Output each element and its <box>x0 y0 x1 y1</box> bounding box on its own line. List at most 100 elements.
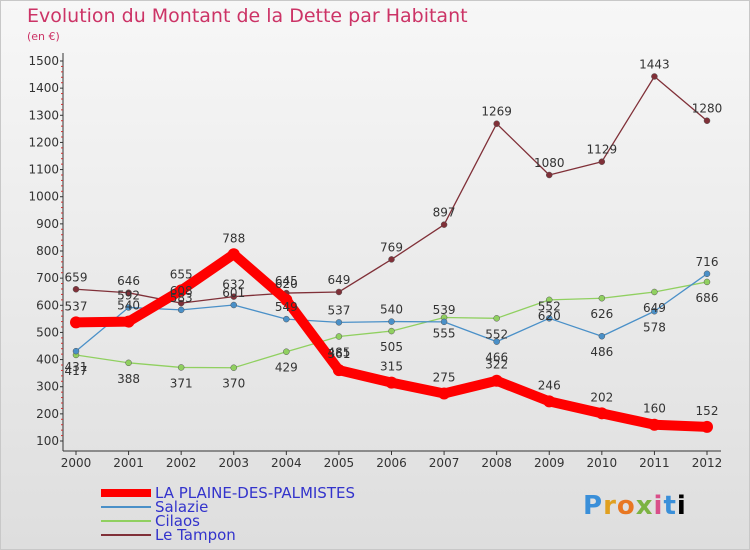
data-point <box>543 395 556 408</box>
x-tick-label: 2011 <box>639 456 670 470</box>
data-point <box>598 294 606 302</box>
data-label: 1080 <box>534 156 565 170</box>
data-label: 152 <box>696 404 719 418</box>
data-label: 716 <box>696 255 719 269</box>
x-tick-label: 2000 <box>61 456 92 470</box>
y-tick-label: 1500 <box>28 54 59 68</box>
data-label: 485 <box>327 346 350 360</box>
x-tick-label: 2005 <box>324 456 355 470</box>
chart-title: Evolution du Montant de la Dette par Hab… <box>27 5 468 27</box>
y-tick-label: 1000 <box>28 190 59 204</box>
data-label: 1443 <box>639 57 670 71</box>
data-label: 429 <box>275 361 298 375</box>
data-point <box>490 374 503 387</box>
legend-label: LA PLAINE-DES-PALMISTES <box>155 484 355 502</box>
data-label: 315 <box>380 360 403 374</box>
data-label: 417 <box>65 364 88 378</box>
data-label: 537 <box>65 299 88 313</box>
data-label: 539 <box>433 303 456 317</box>
data-label: 659 <box>65 270 88 284</box>
data-label: 592 <box>117 288 140 302</box>
data-point <box>493 120 500 127</box>
data-point <box>175 284 188 297</box>
x-tick-label: 2007 <box>429 456 460 470</box>
y-tick-label: 200 <box>36 407 59 421</box>
data-label: 537 <box>327 303 350 317</box>
data-point <box>335 288 343 296</box>
data-point <box>283 348 290 355</box>
data-point <box>701 420 713 433</box>
data-point <box>388 327 395 335</box>
legend-swatch <box>101 534 151 536</box>
data-label: 649 <box>643 301 666 315</box>
data-point <box>227 248 240 261</box>
data-label: 466 <box>485 351 508 365</box>
data-point <box>70 316 82 329</box>
data-label: 361 <box>327 347 350 361</box>
data-label: 246 <box>538 378 561 392</box>
x-tick-label: 2008 <box>481 456 512 470</box>
data-label: 1129 <box>587 143 618 157</box>
y-tick-label: 300 <box>36 380 59 394</box>
data-point <box>651 288 658 296</box>
data-label: 788 <box>222 231 245 245</box>
data-label: 649 <box>327 273 350 287</box>
data-label: 583 <box>170 291 193 305</box>
y-tick-label: 100 <box>36 434 59 448</box>
x-tick-label: 2003 <box>218 456 249 470</box>
data-label: 646 <box>117 274 140 288</box>
y-tick-label: 900 <box>36 217 59 231</box>
x-tick-label: 2012 <box>692 456 723 470</box>
data-point <box>177 364 185 371</box>
data-label: 370 <box>222 377 245 391</box>
data-point <box>122 315 135 328</box>
y-tick-label: 600 <box>36 298 59 312</box>
data-point <box>230 301 237 309</box>
data-point <box>230 293 237 300</box>
data-point <box>177 306 185 314</box>
data-point <box>546 315 553 322</box>
data-point <box>72 347 80 355</box>
data-point <box>72 286 80 293</box>
y-tick-label: 1400 <box>28 81 59 95</box>
data-point <box>440 221 448 228</box>
y-tick-label: 1200 <box>28 135 59 149</box>
data-label: 552 <box>538 299 561 313</box>
y-tick-label: 800 <box>36 244 59 258</box>
data-point <box>385 376 398 389</box>
y-tick-label: 1300 <box>28 108 59 122</box>
data-label: 555 <box>433 327 456 341</box>
data-label: 578 <box>643 320 666 334</box>
x-tick-label: 2002 <box>166 456 197 470</box>
data-label: 769 <box>380 240 403 254</box>
data-point <box>648 418 661 431</box>
data-label: 388 <box>117 372 140 386</box>
data-point <box>388 256 395 263</box>
data-label: 549 <box>275 300 298 314</box>
data-point <box>332 364 345 377</box>
data-label: 645 <box>275 274 298 288</box>
legend-swatch <box>101 489 151 497</box>
legend-swatch <box>101 520 151 522</box>
legend-swatch <box>101 506 151 508</box>
data-label: 601 <box>222 286 245 300</box>
data-point <box>388 318 395 325</box>
data-label: 540 <box>380 303 403 317</box>
legend-label: Salazie <box>155 498 209 516</box>
data-label: 160 <box>643 402 666 416</box>
data-label: 655 <box>170 267 193 281</box>
data-point <box>546 171 553 179</box>
x-tick-label: 2006 <box>376 456 407 470</box>
data-label: 897 <box>433 206 456 220</box>
chart-unit: (en €) <box>27 30 60 43</box>
data-label: 620 <box>275 277 298 291</box>
data-point <box>703 278 711 286</box>
data-label: 1280 <box>692 102 723 116</box>
data-point <box>598 158 606 165</box>
data-label: 1269 <box>481 105 512 119</box>
data-label: 626 <box>590 307 613 321</box>
data-point <box>280 293 293 306</box>
data-label: 620 <box>538 309 561 323</box>
data-point <box>335 319 343 326</box>
